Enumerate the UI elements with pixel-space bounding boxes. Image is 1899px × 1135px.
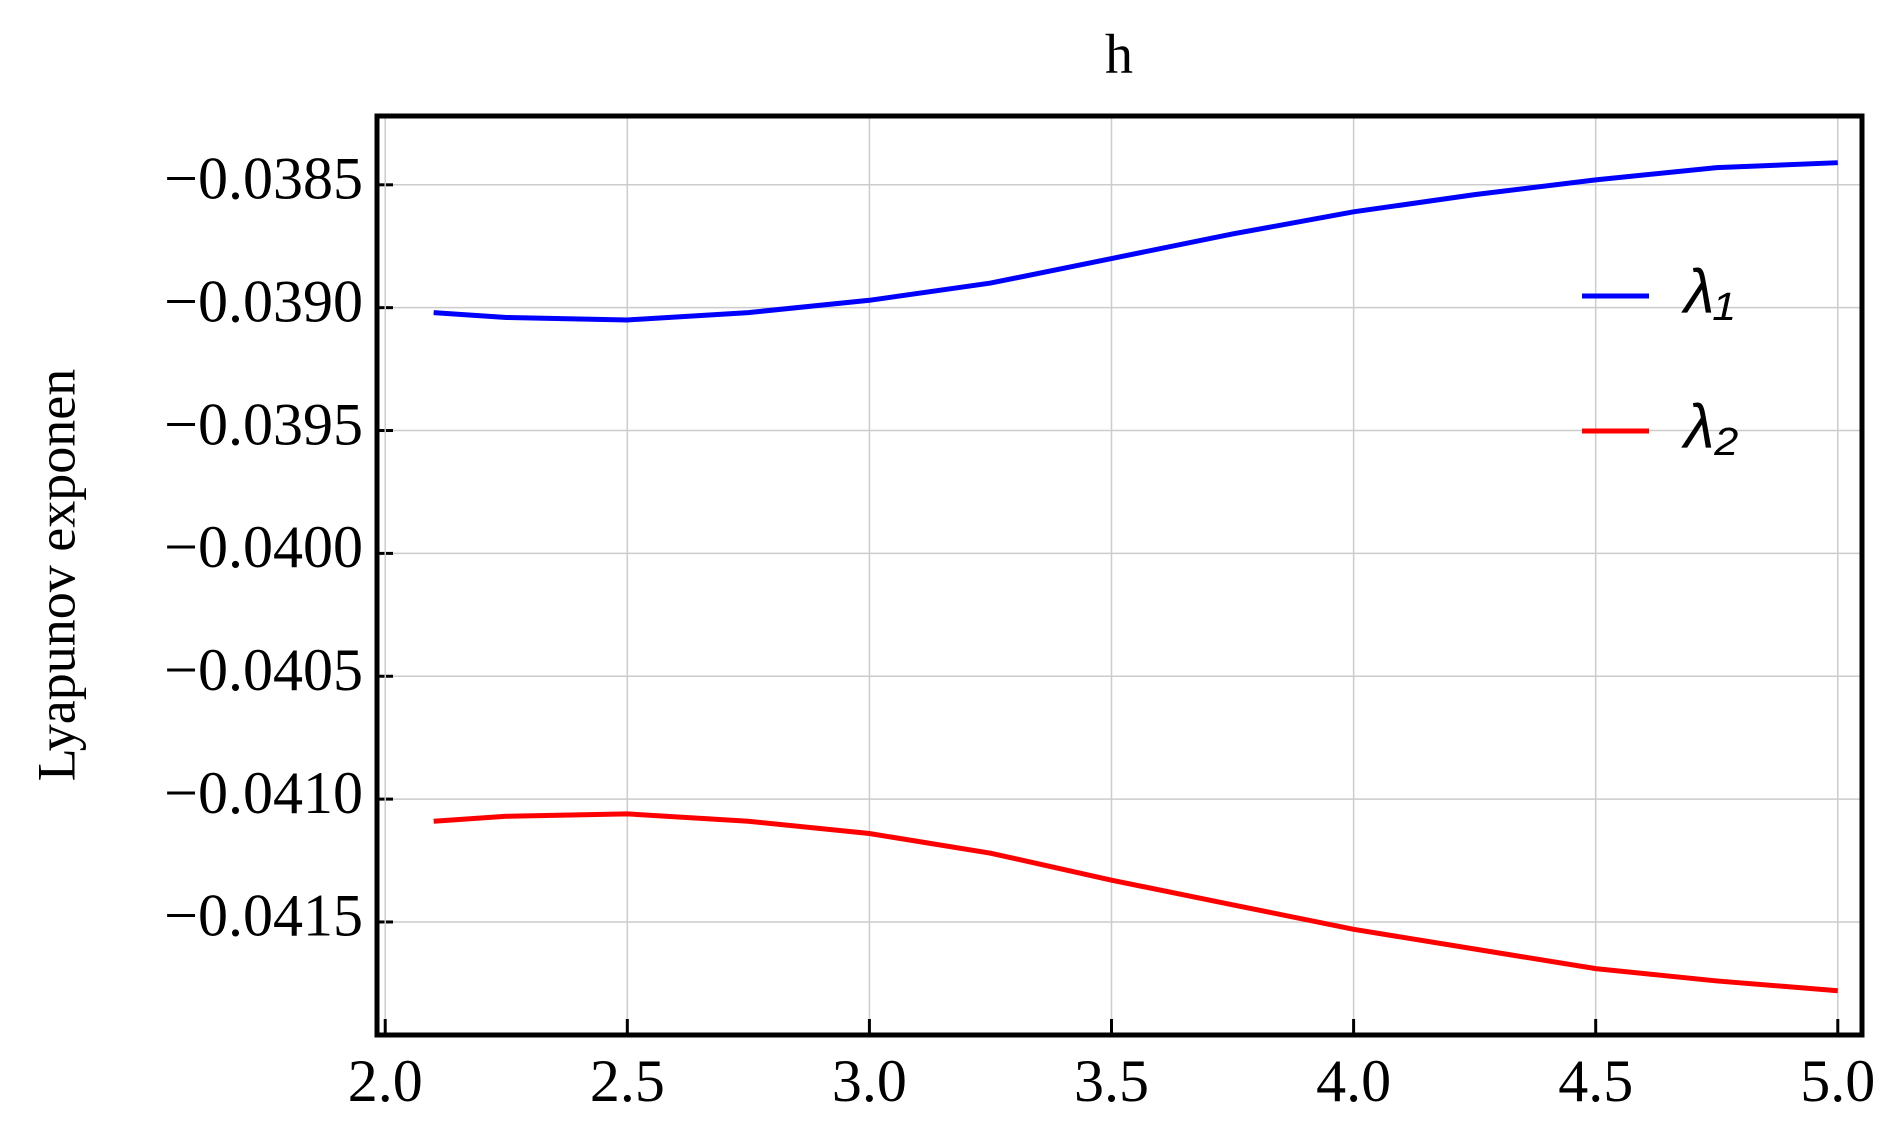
y-tick-label: −0.0415 [164, 883, 363, 949]
y-tick-label: −0.0395 [164, 391, 363, 457]
x-tick-label: 4.5 [1558, 1048, 1633, 1114]
y-tick-label: −0.0385 [164, 146, 363, 212]
series-line [433, 811, 1838, 994]
x-tick-label: 4.0 [1316, 1048, 1391, 1114]
x-tick-label: 3.5 [1074, 1048, 1149, 1114]
legend-label: λ₂ [1681, 392, 1739, 461]
y-tick-label: −0.0390 [164, 268, 363, 334]
x-tick-label: 3.0 [832, 1048, 907, 1114]
series-line [433, 160, 1838, 323]
plot-frame [374, 113, 1865, 1038]
x-tick-label: 5.0 [1800, 1048, 1875, 1114]
y-tick-label: −0.0405 [164, 637, 363, 703]
chart-title: h [1105, 24, 1133, 86]
x-tick-label: 2.0 [348, 1048, 423, 1114]
y-tick-label: −0.0410 [164, 760, 363, 826]
legend-label: λ₁ [1681, 257, 1734, 326]
y-tick-label: −0.0400 [164, 514, 363, 580]
y-axis-label: Lyapunov exponen [26, 369, 86, 781]
x-tick-label: 2.5 [590, 1048, 665, 1114]
